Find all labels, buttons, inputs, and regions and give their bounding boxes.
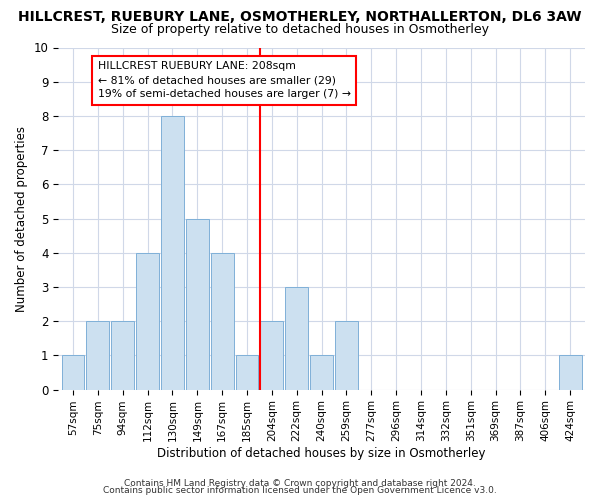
Bar [161, 116, 184, 390]
Text: HILLCREST, RUEBURY LANE, OSMOTHERLEY, NORTHALLERTON, DL6 3AW: HILLCREST, RUEBURY LANE, OSMOTHERLEY, NO… [18, 10, 582, 24]
Y-axis label: Number of detached properties: Number of detached properties [15, 126, 28, 312]
Bar [335, 321, 358, 390]
Text: Size of property relative to detached houses in Osmotherley: Size of property relative to detached ho… [111, 22, 489, 36]
Text: Contains HM Land Registry data © Crown copyright and database right 2024.: Contains HM Land Registry data © Crown c… [124, 478, 476, 488]
X-axis label: Distribution of detached houses by size in Osmotherley: Distribution of detached houses by size … [157, 447, 486, 460]
Bar [211, 253, 233, 390]
Text: Contains public sector information licensed under the Open Government Licence v3: Contains public sector information licen… [103, 486, 497, 495]
Bar [86, 321, 109, 390]
Bar [186, 218, 209, 390]
Text: HILLCREST RUEBURY LANE: 208sqm
← 81% of detached houses are smaller (29)
19% of : HILLCREST RUEBURY LANE: 208sqm ← 81% of … [98, 61, 351, 99]
Bar [136, 253, 159, 390]
Bar [260, 321, 283, 390]
Bar [285, 287, 308, 390]
Bar [112, 321, 134, 390]
Bar [310, 356, 333, 390]
Bar [236, 356, 259, 390]
Bar [559, 356, 581, 390]
Bar [62, 356, 85, 390]
